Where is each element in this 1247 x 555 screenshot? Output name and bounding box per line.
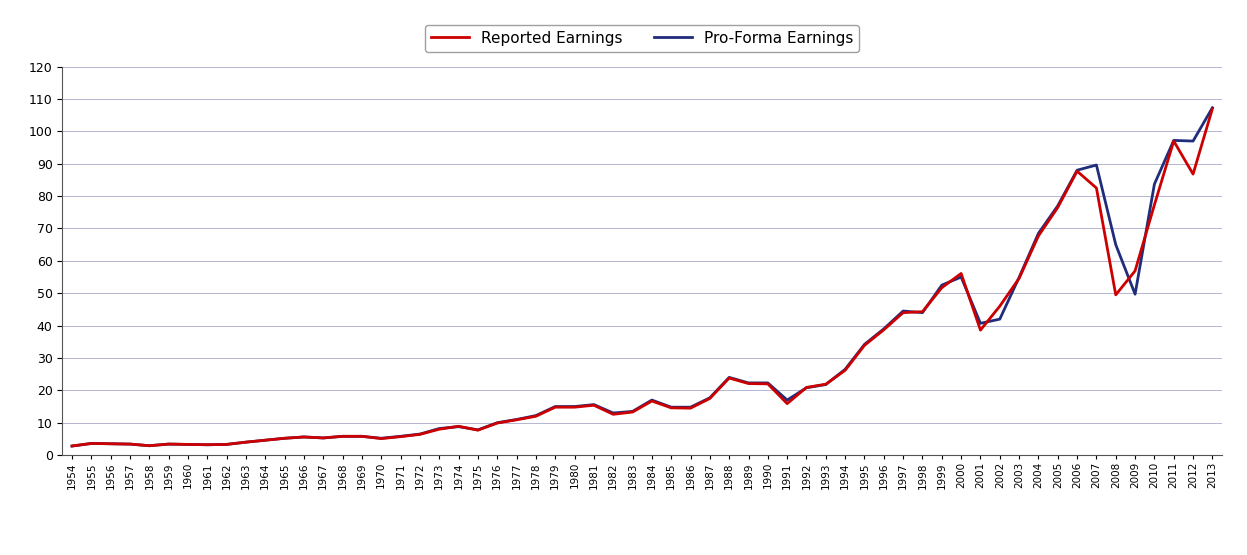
Reported Earnings <box>779 400 794 407</box>
Line: Reported Earnings: Reported Earnings <box>72 109 1212 446</box>
Pro-Forma Earnings <box>65 443 80 450</box>
Reported Earnings <box>258 437 273 443</box>
Pro-Forma Earnings <box>354 433 369 440</box>
Reported Earnings <box>431 426 446 432</box>
Pro-Forma Earnings <box>393 433 408 440</box>
Pro-Forma Earnings <box>451 423 466 430</box>
Reported Earnings <box>451 423 466 430</box>
Line: Pro-Forma Earnings: Pro-Forma Earnings <box>72 108 1212 446</box>
Pro-Forma Earnings <box>779 397 794 403</box>
Reported Earnings <box>65 443 80 450</box>
Pro-Forma Earnings <box>258 437 273 443</box>
Pro-Forma Earnings <box>431 425 446 432</box>
Reported Earnings <box>1205 105 1220 112</box>
Legend: Reported Earnings, Pro-Forma Earnings: Reported Earnings, Pro-Forma Earnings <box>425 24 859 52</box>
Pro-Forma Earnings <box>1205 104 1220 111</box>
Reported Earnings <box>354 433 369 440</box>
Reported Earnings <box>393 433 408 440</box>
